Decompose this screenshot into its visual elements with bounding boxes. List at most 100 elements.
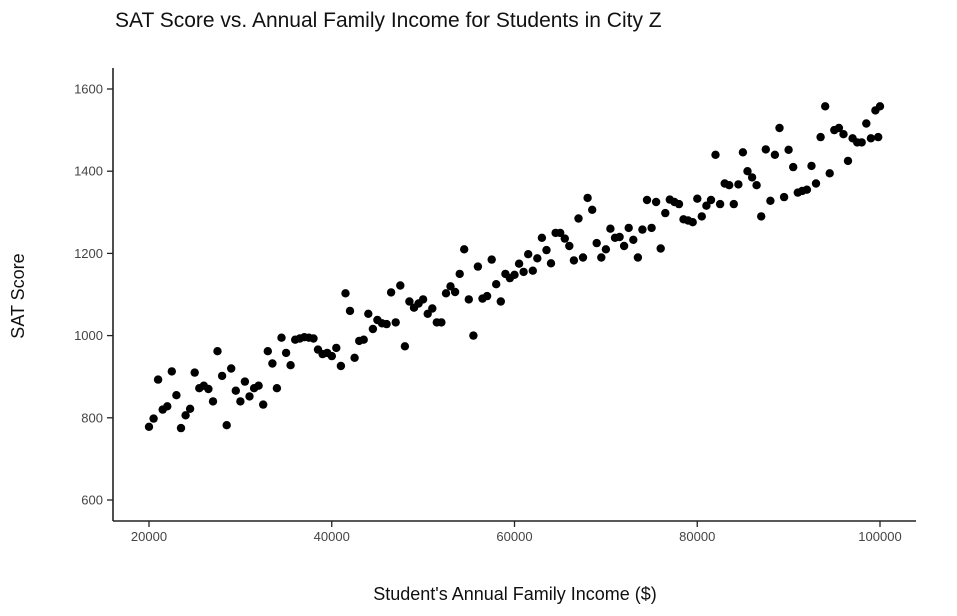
- data-point: [752, 181, 761, 190]
- data-point: [560, 234, 569, 243]
- data-point: [601, 245, 611, 254]
- data-point: [446, 282, 455, 291]
- data-point: [729, 199, 738, 209]
- data-point: [656, 244, 665, 253]
- x-axis-title: Student's Annual Family Income ($): [373, 584, 657, 604]
- data-point: [510, 270, 519, 279]
- data-point: [382, 319, 391, 329]
- data-point: [615, 232, 624, 242]
- data-point: [711, 150, 720, 159]
- data-point: [597, 253, 606, 262]
- data-point: [487, 255, 496, 264]
- data-points: [144, 102, 885, 433]
- data-point: [592, 238, 601, 248]
- x-tick-label: 100000: [858, 529, 901, 544]
- data-point: [473, 262, 483, 271]
- data-point: [821, 102, 830, 111]
- axis-ticks: 20000 40000 60000 80000 100000 600 800 1000 1200…: [74, 82, 902, 545]
- data-point: [533, 254, 542, 263]
- x-tick-label: 20000: [131, 529, 167, 544]
- data-point: [469, 331, 478, 340]
- data-point: [254, 381, 263, 390]
- data-point: [633, 253, 643, 262]
- y-axis-title: SAT Score: [8, 253, 28, 338]
- data-point: [775, 123, 784, 133]
- data-point: [866, 134, 876, 143]
- y-tick-label: 1400: [74, 164, 103, 179]
- y-tick-label: 600: [81, 493, 103, 508]
- y-tick-label: 1200: [74, 246, 103, 261]
- data-point: [231, 386, 240, 395]
- data-point: [674, 199, 684, 209]
- data-point: [350, 353, 359, 362]
- data-point: [546, 259, 556, 268]
- data-point: [464, 295, 473, 304]
- data-point: [569, 256, 579, 265]
- data-point: [217, 371, 227, 381]
- x-tick-label: 80000: [679, 529, 715, 544]
- data-point: [524, 250, 533, 259]
- data-point: [263, 347, 272, 356]
- data-point: [181, 411, 190, 420]
- data-point: [149, 414, 158, 423]
- data-point: [757, 212, 766, 221]
- x-tick-label: 40000: [314, 529, 350, 544]
- data-point: [862, 119, 871, 128]
- data-point: [706, 195, 716, 205]
- data-point: [400, 342, 410, 351]
- data-point: [450, 287, 460, 297]
- data-point: [172, 391, 181, 400]
- data-point: [204, 384, 213, 394]
- data-point: [697, 212, 706, 221]
- data-point: [391, 318, 400, 327]
- data-point: [770, 150, 780, 159]
- data-point: [811, 179, 821, 188]
- data-point: [619, 241, 629, 251]
- data-point: [565, 241, 574, 251]
- data-point: [153, 375, 163, 384]
- data-point: [213, 347, 222, 356]
- data-point: [437, 318, 446, 327]
- y-tick-label: 1000: [74, 328, 103, 343]
- data-point: [725, 181, 734, 190]
- data-point: [693, 194, 702, 203]
- data-point: [144, 422, 154, 431]
- data-point: [227, 364, 236, 373]
- data-point: [345, 306, 355, 316]
- data-point: [857, 138, 866, 147]
- data-point: [167, 367, 176, 376]
- data-point: [236, 397, 245, 406]
- data-point: [418, 295, 428, 304]
- data-point: [583, 193, 592, 203]
- data-point: [875, 102, 885, 111]
- data-point: [578, 253, 588, 262]
- data-point: [528, 266, 537, 275]
- data-point: [364, 309, 373, 318]
- data-point: [789, 162, 798, 172]
- data-point: [268, 359, 277, 368]
- data-point: [190, 368, 199, 377]
- data-point: [396, 281, 405, 290]
- data-point: [163, 402, 172, 411]
- data-point: [519, 267, 528, 277]
- data-point: [336, 361, 346, 371]
- data-point: [766, 196, 775, 205]
- data-point: [327, 351, 336, 361]
- data-point: [441, 289, 451, 298]
- data-point: [537, 233, 547, 242]
- y-tick-label: 800: [81, 410, 103, 425]
- data-point: [272, 384, 282, 393]
- data-point: [309, 334, 318, 343]
- data-point: [259, 400, 268, 409]
- data-point: [839, 130, 848, 139]
- data-point: [185, 404, 195, 413]
- data-point: [779, 192, 789, 202]
- data-point: [492, 280, 501, 289]
- data-point: [208, 397, 218, 406]
- data-point: [240, 377, 250, 386]
- data-point: [784, 145, 793, 154]
- data-point: [428, 304, 437, 313]
- data-point: [574, 214, 583, 223]
- data-point: [661, 208, 670, 218]
